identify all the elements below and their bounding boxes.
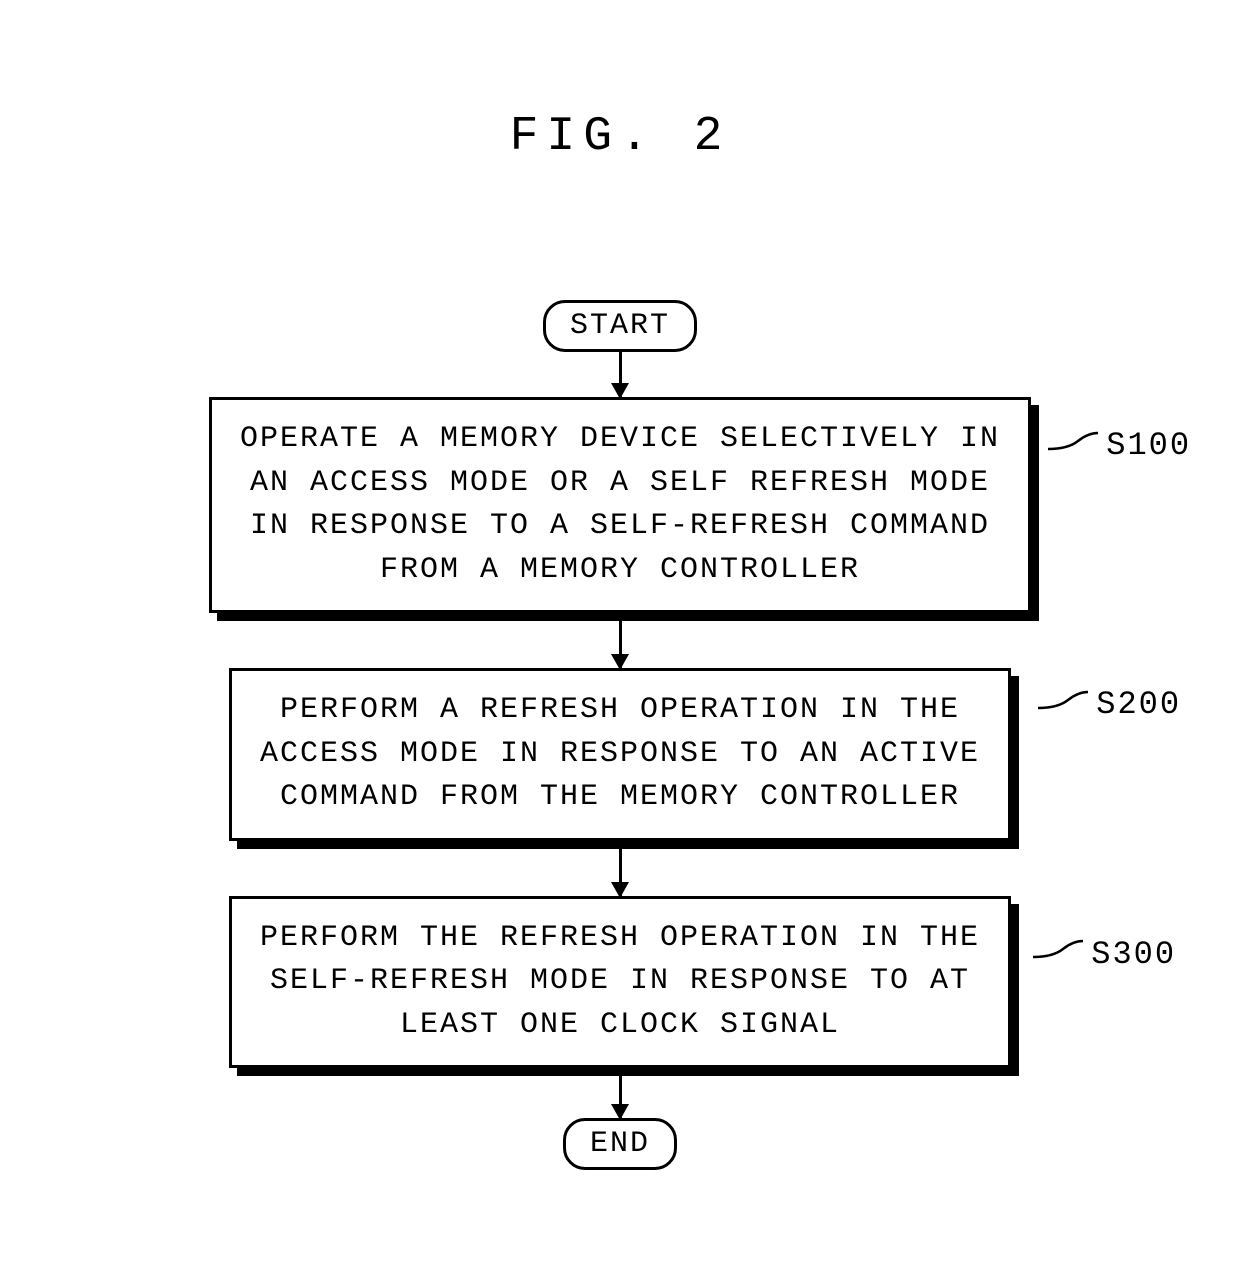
- step-label-s200: S200: [1038, 686, 1181, 723]
- process-s200-wrapper: PERFORM A REFRESH OPERATION IN THE ACCES…: [229, 668, 1011, 841]
- label-text-s100: S100: [1106, 427, 1191, 464]
- process-s200: PERFORM A REFRESH OPERATION IN THE ACCES…: [229, 668, 1011, 841]
- process-s100: OPERATE A MEMORY DEVICE SELECTIVELY IN A…: [209, 397, 1031, 613]
- arrow-start-to-s100: [619, 352, 622, 397]
- terminal-end: END: [563, 1118, 677, 1170]
- arrow-s300-to-end: [619, 1068, 622, 1118]
- connector-curve-icon: [1033, 939, 1083, 969]
- arrow-s200-to-s300: [619, 841, 622, 896]
- connector-curve-icon: [1038, 690, 1088, 720]
- process-s100-wrapper: OPERATE A MEMORY DEVICE SELECTIVELY IN A…: [209, 397, 1031, 613]
- arrow-s100-to-s200: [619, 613, 622, 668]
- label-text-s200: S200: [1096, 686, 1181, 723]
- process-s300-wrapper: PERFORM THE REFRESH OPERATION IN THE SEL…: [229, 896, 1011, 1069]
- step-label-s300: S300: [1033, 936, 1176, 973]
- terminal-start: START: [543, 300, 697, 352]
- label-text-s300: S300: [1091, 936, 1176, 973]
- connector-curve-icon: [1048, 431, 1098, 461]
- process-s300: PERFORM THE REFRESH OPERATION IN THE SEL…: [229, 896, 1011, 1069]
- step-label-s100: S100: [1048, 427, 1191, 464]
- figure-title: FIG. 2: [510, 110, 731, 164]
- flowchart-container: START OPERATE A MEMORY DEVICE SELECTIVEL…: [100, 300, 1140, 1170]
